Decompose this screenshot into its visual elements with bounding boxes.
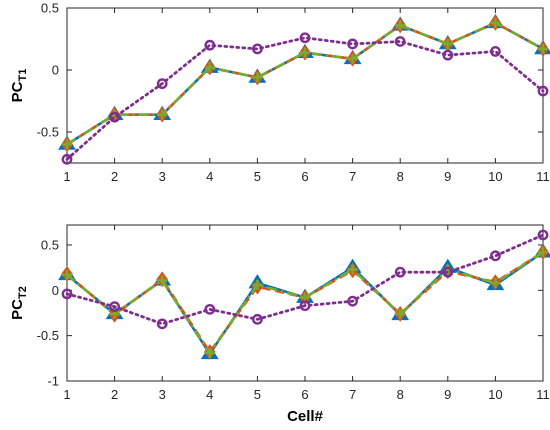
x-tick-label: 10 — [488, 169, 502, 184]
data-point — [61, 288, 73, 300]
x-tick-label: 11 — [536, 387, 550, 402]
series-line — [65, 233, 545, 326]
data-point — [347, 295, 358, 307]
data-point — [204, 303, 216, 315]
data-point — [61, 153, 73, 165]
data-point — [204, 347, 215, 358]
x-tick-label: 3 — [159, 387, 166, 402]
data-point — [537, 229, 549, 241]
data-point — [62, 269, 72, 280]
x-axis-label: Cell# — [287, 408, 324, 425]
x-tick-label: 9 — [444, 169, 451, 184]
series-line — [66, 21, 544, 146]
x-tick-label: 6 — [301, 169, 308, 184]
data-point — [156, 318, 168, 330]
x-tick-label: 3 — [159, 169, 166, 184]
data-point — [347, 53, 358, 64]
data-point — [347, 264, 358, 275]
data-point — [442, 266, 454, 278]
y-tick-label: 0 — [52, 63, 59, 78]
plot-area — [66, 7, 544, 164]
series-4 — [61, 229, 549, 330]
data-point — [489, 46, 501, 57]
data-point — [157, 275, 168, 286]
chart-2: 1 2 3 4 5 6 7 8 9 10 11 -1 -0.5 0 0.5 PCT2 Cell# — [9, 224, 550, 425]
data-point — [204, 62, 215, 73]
data-point — [109, 111, 121, 123]
data-point — [62, 139, 72, 150]
data-point — [299, 300, 311, 312]
y-tick-label: 0 — [52, 283, 59, 298]
x-tick-label: 5 — [254, 387, 261, 402]
data-point — [157, 109, 168, 120]
y-axis-label: PCT2 — [9, 286, 29, 320]
x-tick-label: 5 — [254, 169, 261, 184]
y-tick-label: -1 — [47, 374, 59, 389]
series-line — [66, 251, 544, 355]
x-tick-label: 8 — [397, 387, 404, 402]
y-tick-label: 0.5 — [41, 1, 59, 16]
data-point — [347, 38, 358, 50]
data-point — [251, 43, 263, 55]
data-point — [252, 279, 263, 290]
data-point — [490, 17, 501, 28]
data-point — [204, 39, 216, 51]
y-tick-label: -0.5 — [37, 125, 59, 140]
x-tick-label: 10 — [488, 387, 502, 402]
data-point — [251, 313, 263, 325]
x-tick-label: 8 — [397, 169, 404, 184]
data-point — [394, 36, 406, 47]
data-point — [442, 38, 453, 49]
series-3 — [62, 247, 548, 358]
data-point — [538, 43, 548, 54]
data-point — [490, 278, 501, 289]
data-point — [299, 32, 311, 44]
x-tick-label: 7 — [349, 169, 356, 184]
data-point — [394, 266, 406, 278]
data-point — [489, 250, 501, 262]
y-axis-label: PCT1 — [9, 69, 29, 103]
data-point — [442, 49, 454, 61]
x-tick-label: 4 — [206, 387, 213, 402]
chart-1: 1 2 3 4 5 6 7 8 9 10 11 -0.5 0 0.5 PCT1 — [9, 1, 550, 184]
y-tick-label: -0.5 — [37, 328, 59, 343]
data-point — [300, 47, 310, 58]
series-4 — [61, 32, 549, 165]
data-point — [395, 20, 406, 31]
x-tick-label: 1 — [63, 387, 70, 402]
data-point — [537, 85, 549, 97]
x-tick-label: 1 — [63, 169, 70, 184]
data-point — [109, 301, 121, 313]
data-point — [395, 308, 406, 319]
data-point — [538, 247, 548, 258]
x-tick-label: 2 — [111, 387, 118, 402]
x-tick-label: 2 — [111, 169, 118, 184]
x-tick-label: 7 — [349, 387, 356, 402]
y-tick-label: 0.5 — [41, 237, 59, 252]
x-tick-label: 9 — [444, 387, 451, 402]
data-point — [156, 78, 168, 90]
x-tick-label: 6 — [301, 387, 308, 402]
x-tick-label: 4 — [206, 169, 213, 184]
series-line — [65, 36, 545, 161]
data-point — [252, 72, 263, 83]
x-tick-label: 11 — [536, 169, 550, 184]
